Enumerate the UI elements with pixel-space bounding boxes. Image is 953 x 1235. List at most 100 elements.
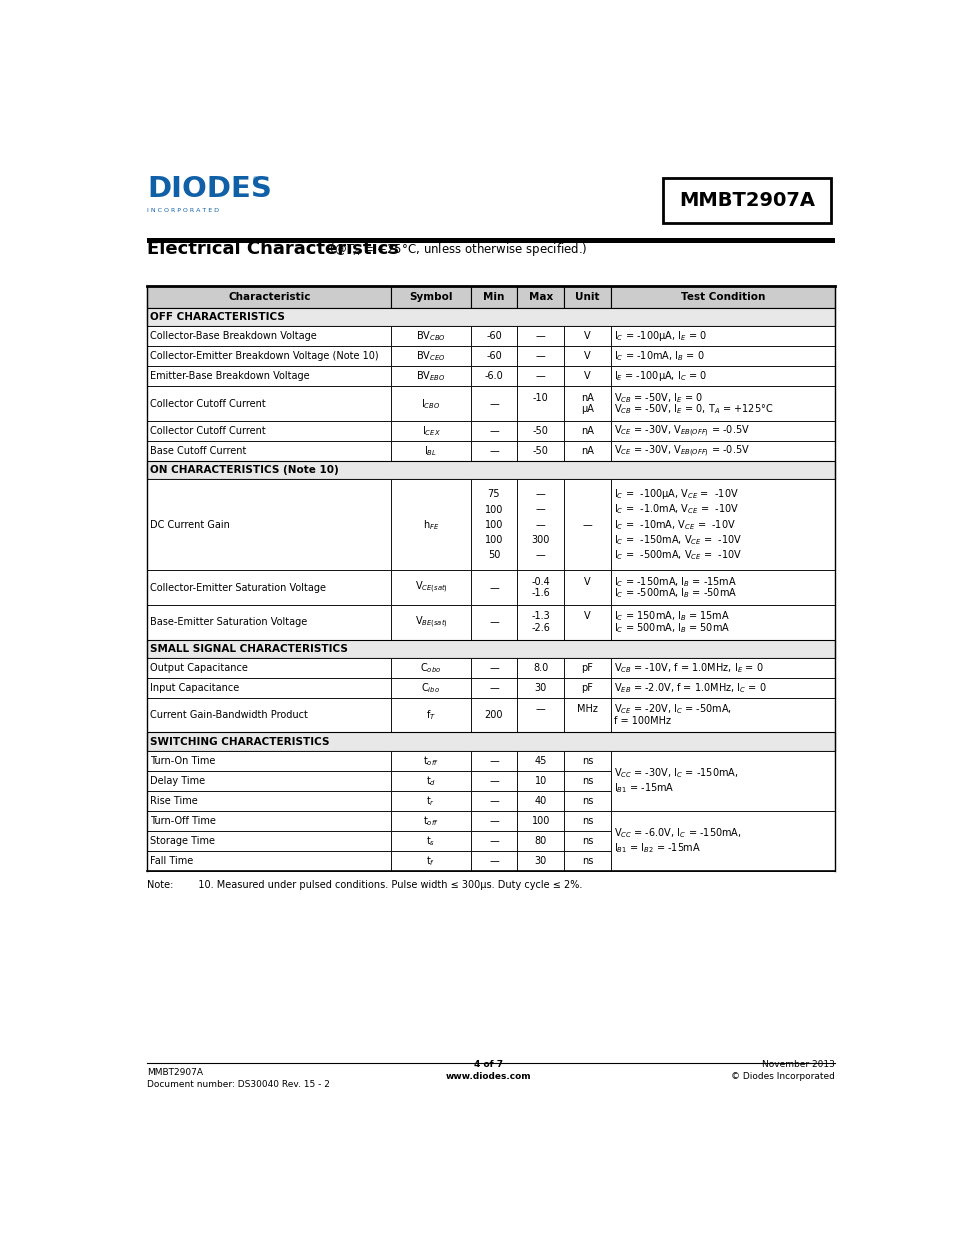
Text: V$_{CE}$ = -20V, I$_C$ = -50mA,: V$_{CE}$ = -20V, I$_C$ = -50mA,	[613, 703, 731, 716]
Text: V$_{CC}$ = -6.0V, I$_C$ = -150mA,: V$_{CC}$ = -6.0V, I$_C$ = -150mA,	[613, 826, 740, 840]
Bar	[147, 771, 391, 790]
Text: -60: -60	[485, 351, 501, 361]
Bar	[517, 287, 563, 308]
Text: I$_{B1}$ = -15mA: I$_{B1}$ = -15mA	[613, 782, 673, 795]
Text: Current Gain-Bandwidth Product: Current Gain-Bandwidth Product	[151, 710, 308, 720]
Text: nA: nA	[580, 426, 593, 436]
Text: -50: -50	[532, 426, 548, 436]
Bar	[391, 326, 470, 346]
Text: Max: Max	[528, 291, 552, 303]
Bar	[147, 441, 391, 461]
Bar	[147, 732, 834, 751]
Bar	[147, 640, 834, 658]
Text: V: V	[583, 331, 590, 341]
Bar	[517, 571, 563, 605]
Text: ns: ns	[581, 856, 593, 866]
Text: I$_C$ = -500mA, I$_B$ = -50mA: I$_C$ = -500mA, I$_B$ = -50mA	[613, 587, 737, 600]
Bar	[391, 751, 470, 771]
Text: (@T$_A$ = +25°C, unless otherwise specified.): (@T$_A$ = +25°C, unless otherwise specif…	[326, 241, 587, 258]
Text: I$_C$ = 500mA, I$_B$ = 50mA: I$_C$ = 500mA, I$_B$ = 50mA	[613, 621, 729, 635]
Text: 4 of 7
www.diodes.com: 4 of 7 www.diodes.com	[446, 1060, 531, 1081]
Text: I$_C$ =  -10mA, V$_{CE}$ =  -10V: I$_C$ = -10mA, V$_{CE}$ = -10V	[613, 517, 735, 531]
Bar	[391, 698, 470, 732]
Bar	[517, 790, 563, 811]
Text: Electrical Characteristics: Electrical Characteristics	[147, 240, 398, 258]
Text: Collector Cutoff Current: Collector Cutoff Current	[151, 426, 266, 436]
Text: V: V	[583, 351, 590, 361]
Bar	[391, 811, 470, 831]
Bar	[470, 831, 517, 851]
Bar	[470, 571, 517, 605]
Text: I N C O R P O R A T E D: I N C O R P O R A T E D	[147, 209, 219, 214]
Text: I$_C$ =  -150mA, V$_{CE}$ =  -10V: I$_C$ = -150mA, V$_{CE}$ = -10V	[613, 534, 741, 547]
Text: —: —	[536, 489, 545, 499]
Bar	[391, 851, 470, 871]
Text: 100: 100	[531, 816, 549, 826]
Text: I$_C$ = -100μA, I$_E$ = 0: I$_C$ = -100μA, I$_E$ = 0	[613, 330, 706, 343]
Text: —: —	[536, 520, 545, 530]
Text: Emitter-Base Breakdown Voltage: Emitter-Base Breakdown Voltage	[151, 372, 310, 382]
Text: 100: 100	[484, 505, 502, 515]
Text: Characteristic: Characteristic	[228, 291, 311, 303]
Text: -50: -50	[532, 446, 548, 456]
Bar	[563, 287, 610, 308]
Text: -6.0: -6.0	[484, 372, 503, 382]
Bar	[610, 571, 834, 605]
Text: —: —	[489, 776, 498, 785]
Bar	[517, 387, 563, 421]
Bar	[610, 326, 834, 346]
Bar	[470, 811, 517, 831]
Text: I$_{BL}$: I$_{BL}$	[424, 445, 437, 458]
Text: pF: pF	[581, 663, 593, 673]
Text: Collector-Emitter Breakdown Voltage (Note 10): Collector-Emitter Breakdown Voltage (Not…	[151, 351, 378, 361]
Bar	[391, 421, 470, 441]
Bar	[610, 751, 834, 811]
Bar	[563, 678, 610, 698]
Bar	[147, 698, 391, 732]
Text: V$_{CB}$ = -10V, f = 1.0MHz, I$_E$ = 0: V$_{CB}$ = -10V, f = 1.0MHz, I$_E$ = 0	[613, 661, 762, 674]
Bar	[517, 698, 563, 732]
Text: 100: 100	[484, 520, 502, 530]
Text: μA: μA	[580, 404, 593, 415]
Bar	[470, 790, 517, 811]
Text: Symbol: Symbol	[409, 291, 453, 303]
Text: ns: ns	[581, 816, 593, 826]
Bar	[563, 346, 610, 367]
Bar	[563, 771, 610, 790]
Bar	[563, 831, 610, 851]
Bar	[610, 346, 834, 367]
Bar	[610, 658, 834, 678]
Bar	[391, 387, 470, 421]
Bar	[391, 771, 470, 790]
Text: V$_{CB}$ = -50V, I$_E$ = 0, T$_A$ = +125°C: V$_{CB}$ = -50V, I$_E$ = 0, T$_A$ = +125…	[613, 403, 772, 416]
Bar	[147, 387, 391, 421]
Text: —: —	[489, 446, 498, 456]
Text: nA: nA	[580, 446, 593, 456]
Bar	[391, 605, 470, 640]
Bar	[147, 678, 391, 698]
Text: V: V	[583, 611, 590, 621]
Bar	[470, 658, 517, 678]
Bar	[610, 367, 834, 387]
Bar	[563, 479, 610, 571]
Bar	[147, 571, 391, 605]
Text: 80: 80	[534, 836, 546, 846]
Text: —: —	[489, 618, 498, 627]
Text: —: —	[536, 505, 545, 515]
Text: SMALL SIGNAL CHARACTERISTICS: SMALL SIGNAL CHARACTERISTICS	[151, 643, 348, 653]
Bar	[517, 605, 563, 640]
Bar	[391, 346, 470, 367]
Bar	[563, 326, 610, 346]
Bar	[147, 461, 834, 479]
Text: —: —	[536, 704, 545, 714]
Bar	[470, 326, 517, 346]
Text: —: —	[489, 583, 498, 593]
Bar	[470, 771, 517, 790]
Bar	[610, 605, 834, 640]
Bar	[147, 790, 391, 811]
Text: V$_{CB}$ = -50V, I$_E$ = 0: V$_{CB}$ = -50V, I$_E$ = 0	[613, 391, 702, 405]
Bar	[563, 790, 610, 811]
Text: BV$_{EBO}$: BV$_{EBO}$	[416, 369, 445, 383]
Text: V: V	[583, 577, 590, 587]
Text: I$_C$ =  -500mA, V$_{CE}$ =  -10V: I$_C$ = -500mA, V$_{CE}$ = -10V	[613, 548, 741, 562]
